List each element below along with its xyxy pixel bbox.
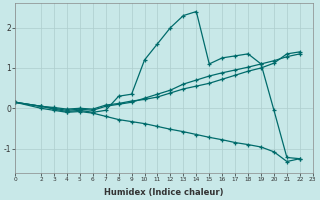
X-axis label: Humidex (Indice chaleur): Humidex (Indice chaleur) (104, 188, 224, 197)
